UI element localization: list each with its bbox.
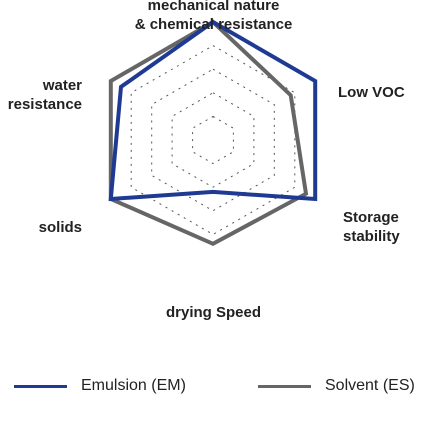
axis-label-line: Storage bbox=[343, 209, 399, 226]
axis-label-line: Low VOC bbox=[338, 84, 405, 101]
axis-label-drying-speed: drying Speed bbox=[100, 303, 327, 322]
legend-item-solvent: Solvent (ES) bbox=[258, 374, 415, 398]
axis-label-line: resistance bbox=[7, 96, 82, 113]
axis-label-line: solids bbox=[38, 219, 82, 236]
legend-label-emulsion: Emulsion (EM) bbox=[81, 377, 186, 394]
axis-label-line: & chemical resistance bbox=[134, 16, 293, 33]
axis-label-mechanical-chemical-resistance: mechanical nature & chemical resistance bbox=[100, 0, 327, 34]
axis-label-solids: solids bbox=[39, 218, 82, 237]
axis-label-storage-stability: Storage stability bbox=[343, 208, 400, 246]
legend-label-solvent: Solvent (ES) bbox=[325, 377, 415, 394]
grid-ring bbox=[192, 115, 234, 165]
grid-layer bbox=[130, 45, 296, 235]
grid-ring bbox=[151, 68, 275, 212]
legend-item-emulsion: Emulsion (EM) bbox=[14, 374, 186, 398]
axis-label-line: mechanical nature bbox=[147, 0, 280, 14]
axis-label-low-voc: Low VOC bbox=[338, 83, 405, 102]
legend-swatch-emulsion bbox=[14, 384, 67, 388]
axis-label-line: stability bbox=[343, 228, 400, 245]
axis-label-line: drying Speed bbox=[165, 304, 262, 321]
series-emulsion-polygon bbox=[108, 19, 318, 202]
series-layer bbox=[108, 19, 318, 247]
grid-ring bbox=[171, 92, 255, 188]
axis-label-line: water bbox=[42, 77, 82, 94]
axis-label-water-resistance: water resistance bbox=[8, 76, 82, 114]
series-solvent-polygon bbox=[108, 19, 309, 247]
legend-swatch-solvent bbox=[258, 384, 311, 388]
